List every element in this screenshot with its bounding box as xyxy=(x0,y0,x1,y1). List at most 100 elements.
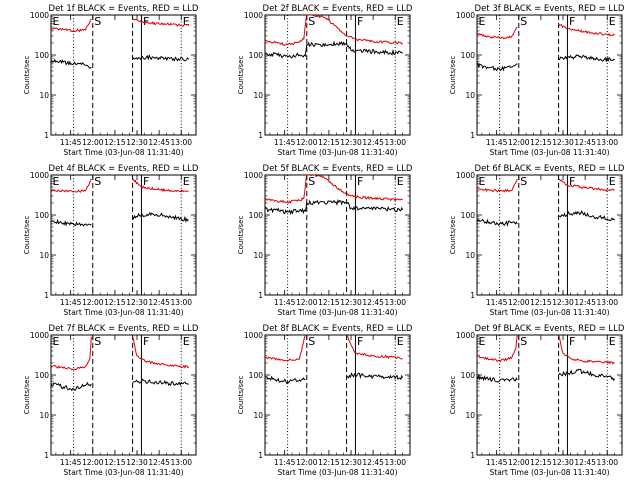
series-line-events xyxy=(265,372,404,385)
y-tick-label: 100 xyxy=(249,51,264,60)
y-axis-label: Counts/sec xyxy=(23,56,31,95)
series-line-events xyxy=(51,211,189,227)
x-tick-label: 11:45 xyxy=(274,138,296,147)
x-tick-label: 11:45 xyxy=(486,458,508,467)
series-line-lld xyxy=(51,18,189,33)
marker-label: S xyxy=(520,335,527,348)
x-tick-label: 12:15 xyxy=(530,298,552,307)
plot-frame xyxy=(476,334,623,456)
panel-title: Det 7f BLACK = Events, RED = LLD xyxy=(49,324,199,334)
x-tick-label: 13:00 xyxy=(384,458,406,467)
marker-label: E xyxy=(183,175,190,188)
x-tick-label: 12:15 xyxy=(318,458,340,467)
marker-label: F xyxy=(569,15,575,28)
x-tick-label: 12:30 xyxy=(552,458,574,467)
x-tick-label: 12:45 xyxy=(362,458,384,467)
y-axis-label: Counts/sec xyxy=(449,56,457,95)
x-tick-label: 12:45 xyxy=(574,138,596,147)
marker-label: E xyxy=(479,175,486,188)
panel-det-9: Det 9f BLACK = Events, RED = LLD 1 10 100 10… xyxy=(449,324,625,477)
x-tick-label: 11:45 xyxy=(486,138,508,147)
panel-det-1: Det 1f BLACK = Events, RED = LLD 1 10 100 10… xyxy=(23,4,199,157)
x-tick-label: 12:00 xyxy=(508,138,530,147)
x-tick-label: 13:00 xyxy=(384,138,406,147)
x-tick-label: 12:45 xyxy=(148,138,170,147)
y-axis-label: Counts/sec xyxy=(237,56,245,95)
y-tick-label: 1 xyxy=(258,291,263,300)
panel-det-6: Det 6f BLACK = Events, RED = LLD 1 10 100 10… xyxy=(449,164,625,317)
x-tick-label: 12:00 xyxy=(296,298,318,307)
y-tick-label: 100 xyxy=(249,211,264,220)
x-tick-label: 11:45 xyxy=(60,298,82,307)
plot-frame xyxy=(264,334,411,456)
marker-label: E xyxy=(609,15,616,28)
series-line-lld xyxy=(265,15,403,46)
marker-label: F xyxy=(569,175,575,188)
y-tick-label: 1 xyxy=(44,131,49,140)
y-tick-label: 100 xyxy=(461,371,476,380)
marker-label: E xyxy=(479,15,486,28)
x-tick-label: 12:00 xyxy=(82,298,104,307)
x-axis-label: Start Time (03-Jun-08 11:31:40) xyxy=(490,148,610,157)
x-tick-label: 13:00 xyxy=(384,298,406,307)
x-tick-label: 11:45 xyxy=(60,458,82,467)
y-axis-label: Counts/sec xyxy=(449,216,457,255)
y-tick-label: 1000 xyxy=(244,331,263,340)
y-tick-label: 100 xyxy=(249,371,264,380)
series-line-lld xyxy=(477,23,615,40)
marker-label: E xyxy=(397,175,404,188)
y-tick-label: 10 xyxy=(465,91,475,100)
x-tick-label: 12:15 xyxy=(318,298,340,307)
x-tick-label: 12:30 xyxy=(552,298,574,307)
panel-title: Det 6f BLACK = Events, RED = LLD xyxy=(475,164,625,174)
marker-label: S xyxy=(308,335,315,348)
plot-frame xyxy=(264,14,411,136)
panel-det-7: Det 7f BLACK = Events, RED = LLD 1 10 100 10… xyxy=(23,324,199,477)
y-tick-label: 1000 xyxy=(456,11,475,20)
y-tick-label: 1000 xyxy=(456,331,475,340)
y-tick-label: 1 xyxy=(44,291,49,300)
y-tick-label: 100 xyxy=(461,211,476,220)
series-line-lld xyxy=(265,335,403,362)
marker-label: F xyxy=(357,15,363,28)
marker-label: S xyxy=(94,175,101,188)
series-line-lld xyxy=(477,178,615,193)
x-tick-label: 12:15 xyxy=(530,458,552,467)
y-tick-label: 10 xyxy=(465,251,475,260)
marker-label: S xyxy=(520,15,527,28)
panel-title: Det 9f BLACK = Events, RED = LLD xyxy=(475,324,625,334)
panel-title: Det 4f BLACK = Events, RED = LLD xyxy=(49,164,199,174)
panel-det-2: Det 2f BLACK = Events, RED = LLD 1 10 100 10… xyxy=(237,4,413,157)
marker-label: S xyxy=(94,15,101,28)
marker-label: F xyxy=(143,335,149,348)
plot-frame xyxy=(50,14,197,136)
marker-label: S xyxy=(94,335,101,348)
x-tick-label: 11:45 xyxy=(274,458,296,467)
y-tick-label: 1 xyxy=(470,131,475,140)
x-tick-label: 12:00 xyxy=(508,458,530,467)
y-tick-label: 1 xyxy=(470,451,475,460)
series-line-events xyxy=(477,210,615,228)
y-tick-label: 1 xyxy=(258,451,263,460)
marker-label: S xyxy=(520,175,527,188)
y-tick-label: 10 xyxy=(253,251,263,260)
x-tick-label: 12:45 xyxy=(362,298,384,307)
x-axis-label: Start Time (03-Jun-08 11:31:40) xyxy=(490,308,610,317)
marker-label: F xyxy=(143,175,149,188)
y-tick-label: 1000 xyxy=(244,11,263,20)
x-tick-label: 13:00 xyxy=(596,298,618,307)
x-tick-label: 12:00 xyxy=(296,458,318,467)
x-tick-label: 12:30 xyxy=(340,298,362,307)
y-tick-label: 100 xyxy=(35,371,50,380)
series-line-events xyxy=(51,378,189,392)
series-line-events xyxy=(265,199,404,216)
panel-det-8: Det 8f BLACK = Events, RED = LLD 1 10 100 10… xyxy=(237,324,413,477)
x-axis-label: Start Time (03-Jun-08 11:31:40) xyxy=(490,468,610,477)
series-line-lld xyxy=(265,175,403,204)
y-tick-label: 1 xyxy=(44,451,49,460)
y-tick-label: 10 xyxy=(39,91,49,100)
x-tick-label: 12:30 xyxy=(126,298,148,307)
x-tick-label: 13:00 xyxy=(170,138,192,147)
marker-label: E xyxy=(53,335,60,348)
